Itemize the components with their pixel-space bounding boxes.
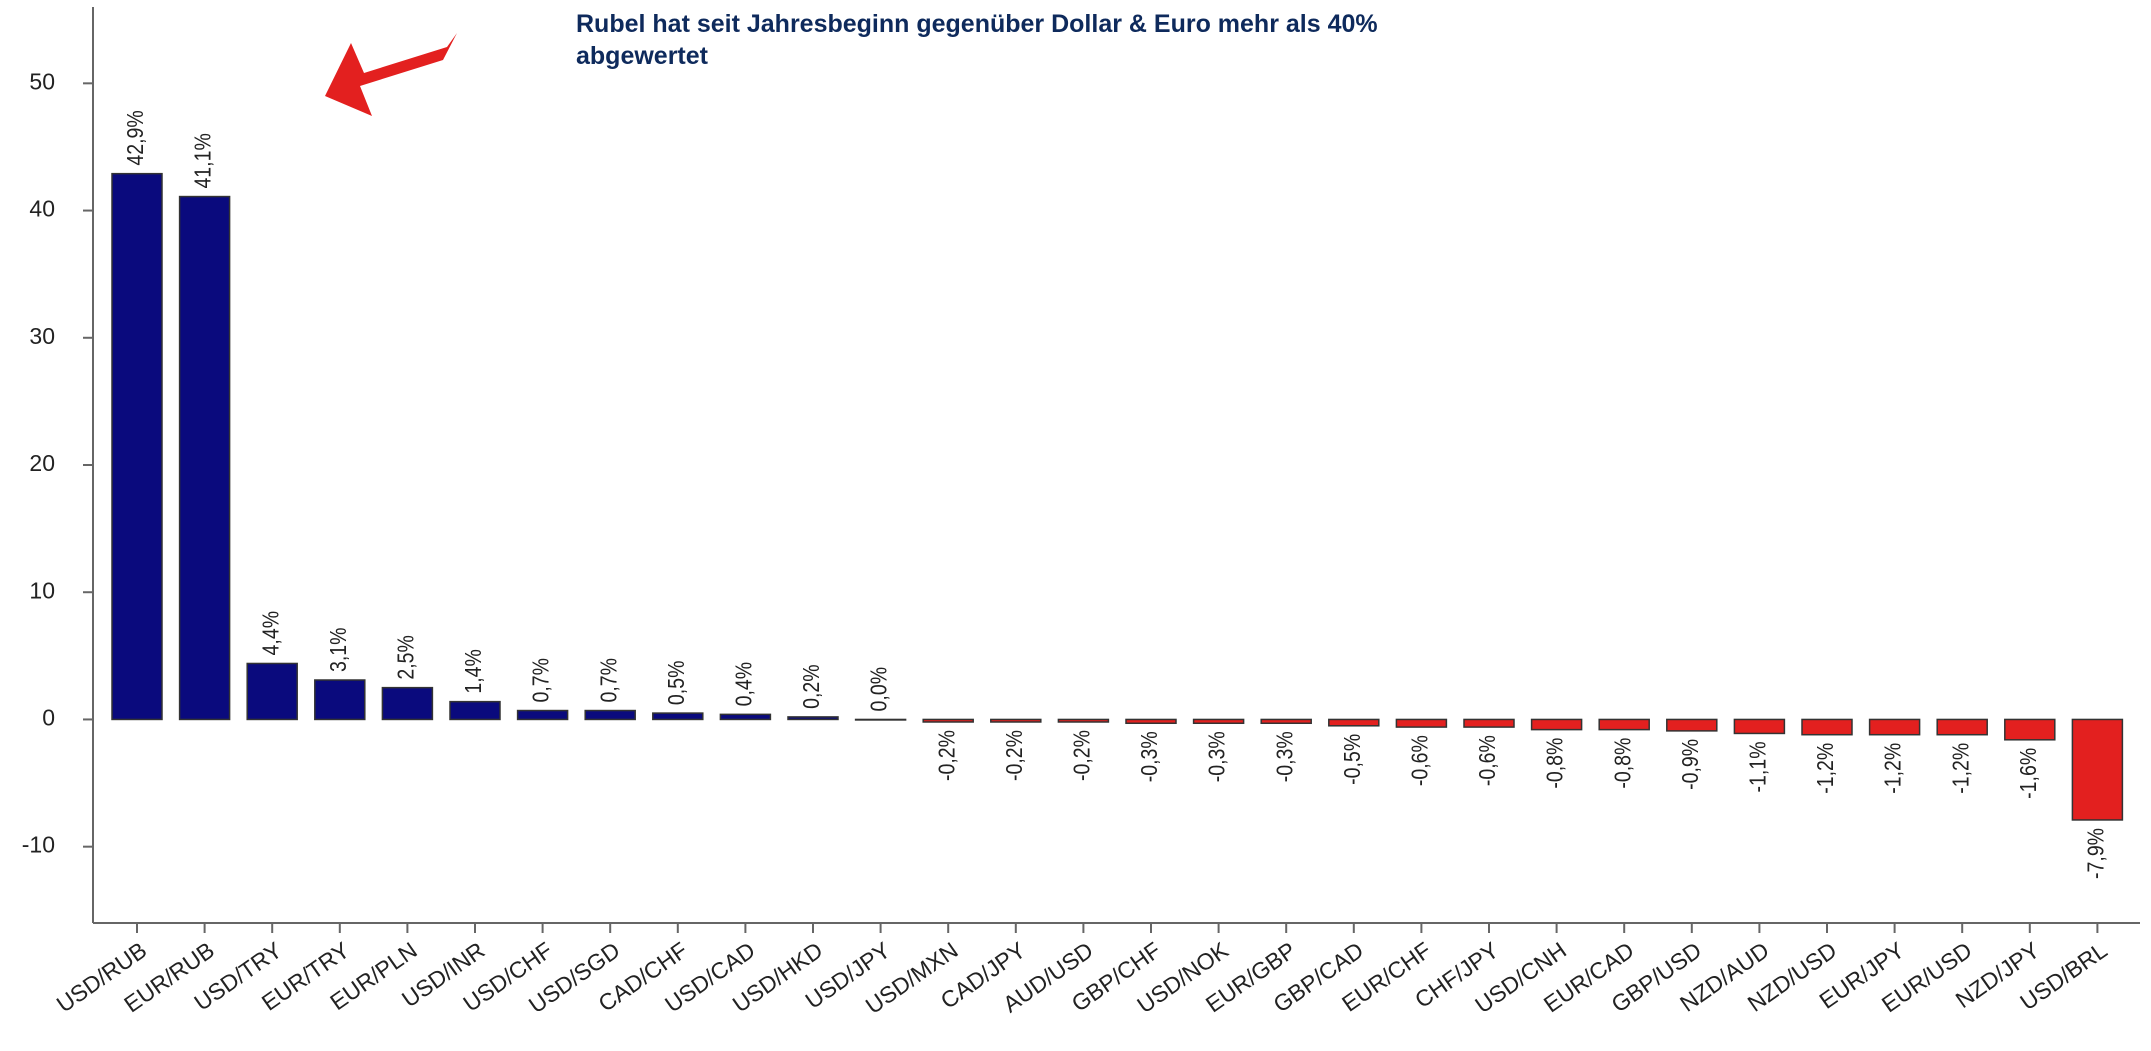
value-label: 0,0% [866, 667, 892, 712]
value-label: -0,8% [1610, 738, 1636, 789]
value-label: -0,3% [1137, 731, 1163, 782]
bar [1463, 718, 1515, 728]
bar [1598, 718, 1650, 731]
value-label: -0,2% [1001, 730, 1027, 781]
value-label: -1,2% [1880, 743, 1906, 794]
value-label: -1,2% [1813, 743, 1839, 794]
bar [854, 718, 907, 721]
y-tick-label: 10 [29, 577, 55, 603]
bar [449, 700, 501, 721]
value-label: 41,1% [190, 133, 216, 188]
value-label: 4,4% [258, 611, 284, 656]
y-tick-label: 20 [29, 450, 55, 476]
bar [516, 709, 569, 721]
value-label: -0,5% [1339, 734, 1365, 785]
bar [1666, 718, 1718, 732]
bar [1936, 718, 1988, 736]
value-label: -0,3% [1272, 731, 1298, 782]
annotation: Rubel hat seit Jahresbeginn gegenüber Do… [576, 10, 1378, 70]
value-label: -0,3% [1204, 731, 1230, 782]
value-label: 42,9% [123, 110, 149, 165]
y-tick-label: 50 [29, 68, 55, 94]
value-label: 1,4% [461, 649, 487, 694]
bar [1328, 718, 1380, 727]
value-label: -0,2% [934, 730, 960, 781]
value-label: 0,5% [663, 661, 689, 706]
bar [1395, 718, 1448, 728]
value-label: -0,2% [1069, 730, 1095, 781]
bar [1125, 718, 1177, 725]
bar [1801, 718, 1853, 736]
value-label: -0,6% [1407, 735, 1433, 786]
bar [1530, 718, 1583, 731]
arrow [325, 33, 457, 116]
value-label: -1,6% [2015, 748, 2041, 799]
bar [1868, 718, 1921, 736]
bar [787, 716, 839, 721]
value-label: -7,9% [2083, 828, 2109, 879]
value-label: 0,7% [596, 658, 622, 703]
bar [922, 718, 974, 723]
bar [246, 662, 298, 721]
value-label: -1,2% [1948, 743, 1974, 794]
y-tick-label: -10 [22, 832, 55, 858]
value-label: 0,7% [528, 658, 554, 703]
y-tick-label: 40 [29, 196, 55, 222]
bar [719, 713, 772, 721]
bar [314, 679, 366, 721]
bar [381, 686, 434, 721]
bar [1260, 718, 1312, 725]
value-label: 0,4% [731, 662, 757, 707]
bar [178, 195, 231, 721]
value-label: -0,9% [1677, 739, 1703, 790]
bar [111, 172, 163, 721]
bar [584, 709, 636, 721]
value-label: -1,1% [1745, 741, 1771, 792]
value-label: 3,1% [325, 627, 351, 672]
bar [990, 718, 1042, 723]
y-tick-label: 0 [42, 705, 55, 731]
bar [652, 712, 704, 721]
bar [1192, 718, 1245, 725]
bar [2004, 718, 2056, 741]
value-label: -0,6% [1475, 735, 1501, 786]
y-tick-label: 30 [29, 323, 55, 349]
bar [1733, 718, 1786, 735]
bar [2071, 718, 2124, 821]
bar [1057, 718, 1110, 723]
value-label: -0,8% [1542, 738, 1568, 789]
value-label: 2,5% [393, 635, 419, 680]
value-label: 0,2% [799, 664, 825, 709]
